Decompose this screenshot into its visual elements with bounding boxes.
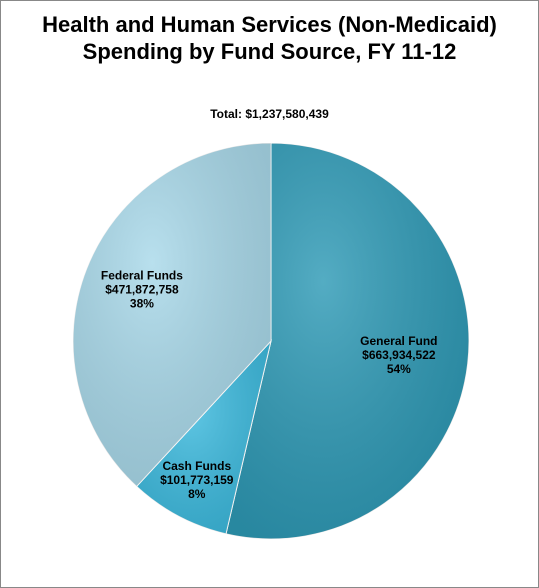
- slice-label: Federal Funds: [101, 269, 183, 283]
- chart-title: Health and Human Services (Non-Medicaid)…: [42, 12, 497, 64]
- slice-value: $663,934,522: [362, 348, 436, 362]
- slice-value: $101,773,159: [160, 473, 234, 487]
- slice-percent: 8%: [188, 487, 206, 501]
- slice-percent: 54%: [387, 362, 411, 376]
- chart-subtitle: Total: $1,237,580,439: [210, 107, 329, 121]
- slice-label: Cash Funds: [162, 459, 231, 473]
- slice-percent: 38%: [130, 297, 154, 311]
- slice-value: $471,872,758: [105, 283, 179, 297]
- slice-label: General Fund: [360, 334, 437, 348]
